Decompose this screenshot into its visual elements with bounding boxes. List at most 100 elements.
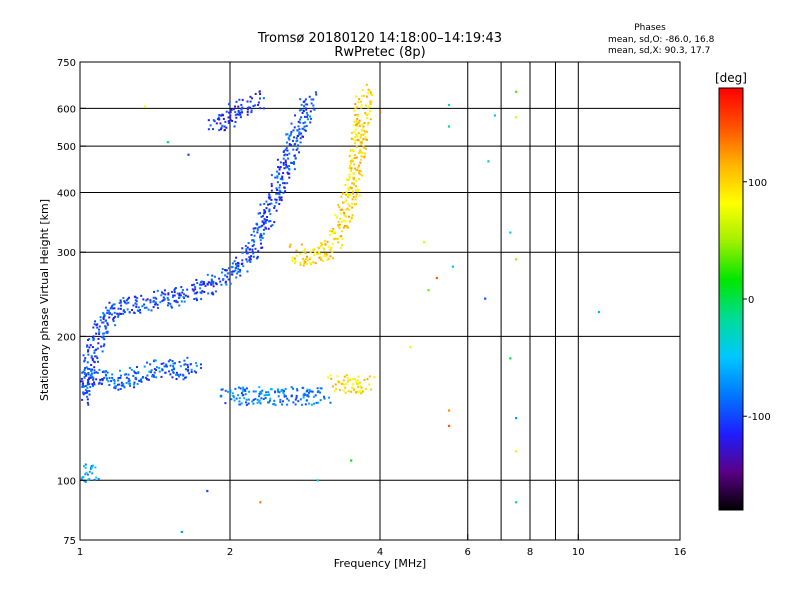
echo-point <box>251 245 254 248</box>
echo-point <box>261 236 264 239</box>
echo-point <box>354 114 357 117</box>
echo-point <box>287 399 290 402</box>
echo-point <box>346 379 349 382</box>
echo-point <box>180 300 183 303</box>
echo-point <box>352 178 355 181</box>
echo-point <box>86 344 89 347</box>
echo-point <box>251 239 254 242</box>
echo-point <box>348 164 351 167</box>
echo-point <box>329 401 332 404</box>
echo-point <box>154 301 157 304</box>
echo-point <box>296 129 299 132</box>
echo-point <box>334 231 337 234</box>
echo-point <box>174 287 177 290</box>
echo-point <box>229 114 232 117</box>
echo-point <box>292 148 295 151</box>
echo-point <box>276 188 279 191</box>
echo-point <box>299 263 302 266</box>
echo-point <box>349 160 352 163</box>
echo-point <box>340 230 343 233</box>
echo-point <box>224 274 227 277</box>
echo-point <box>311 390 314 393</box>
echo-point <box>84 466 87 469</box>
echo-point <box>297 120 300 123</box>
echo-point <box>359 170 362 173</box>
echo-point <box>102 312 105 315</box>
echo-point <box>299 121 302 124</box>
echo-point <box>303 392 306 395</box>
echo-point <box>135 366 138 369</box>
echo-point <box>220 283 223 286</box>
echo-point <box>104 306 107 309</box>
echo-point <box>362 125 365 128</box>
echo-point <box>179 365 182 368</box>
echo-point <box>204 285 207 288</box>
echo-point <box>308 95 311 98</box>
echo-point <box>347 196 350 199</box>
echo-point <box>93 381 96 384</box>
echo-point <box>136 382 139 385</box>
echo-point <box>286 133 289 136</box>
echo-point <box>362 88 365 91</box>
echo-point <box>331 385 334 388</box>
echo-point <box>284 395 287 398</box>
echo-point <box>342 379 345 382</box>
echo-point <box>239 274 242 277</box>
echo-point <box>349 162 352 165</box>
data-points <box>80 83 601 534</box>
echo-point <box>85 374 88 377</box>
echo-point <box>451 265 455 268</box>
echo-point <box>132 304 135 307</box>
echo-point <box>156 303 159 306</box>
echo-point <box>352 388 355 391</box>
echo-point <box>246 110 249 113</box>
echo-point <box>85 366 88 369</box>
echo-point <box>112 320 115 323</box>
echo-point <box>295 140 298 143</box>
echo-point <box>154 303 157 306</box>
echo-point <box>220 114 223 117</box>
echo-point <box>258 400 261 403</box>
echo-point <box>90 466 93 469</box>
echo-point <box>344 391 347 394</box>
echo-point <box>123 311 126 314</box>
echo-point <box>259 97 262 100</box>
echo-point <box>102 318 105 321</box>
echo-point <box>98 325 101 328</box>
echo-point <box>268 193 271 196</box>
echo-point <box>93 351 96 354</box>
echo-point <box>297 144 300 147</box>
echo-point <box>167 360 170 363</box>
echo-point <box>102 345 105 348</box>
echo-point <box>309 110 312 113</box>
echo-point <box>279 166 282 169</box>
echo-point <box>122 312 125 315</box>
y-tick-label: 300 <box>57 248 76 259</box>
echo-point <box>104 319 107 322</box>
echo-point <box>267 394 270 397</box>
echo-point <box>355 124 358 127</box>
echo-point <box>344 184 347 187</box>
echo-point <box>319 391 322 394</box>
echo-point <box>93 366 96 369</box>
echo-point <box>286 397 289 400</box>
echo-point <box>100 383 103 386</box>
echo-point <box>310 263 313 266</box>
echo-point <box>263 212 266 215</box>
echo-point <box>214 290 217 293</box>
echo-point <box>98 368 101 371</box>
echo-point <box>356 190 359 193</box>
echo-point <box>312 98 315 101</box>
echo-point <box>152 306 155 309</box>
echo-point <box>224 280 227 283</box>
echo-point <box>354 128 357 131</box>
echo-point <box>319 244 322 247</box>
echo-point <box>99 316 102 319</box>
echo-point <box>353 163 356 166</box>
echo-point <box>187 368 190 371</box>
echo-point <box>123 301 126 304</box>
echo-point <box>278 186 281 189</box>
echo-point <box>330 377 333 380</box>
echo-point <box>83 375 86 378</box>
echo-point <box>106 330 109 333</box>
